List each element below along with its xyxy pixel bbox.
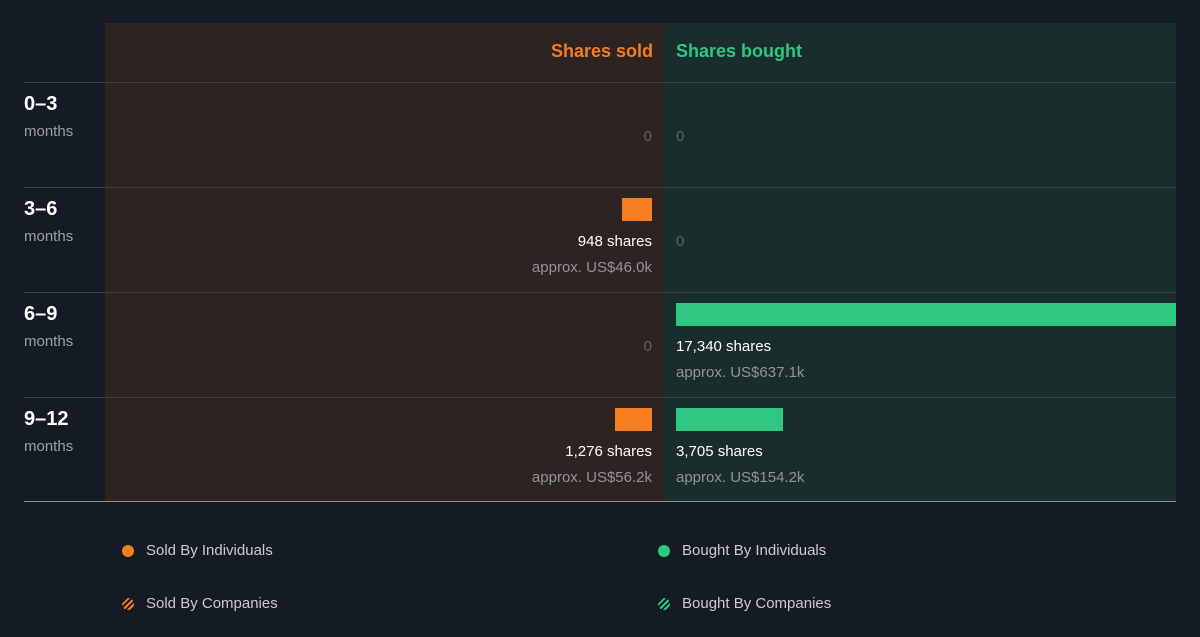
bought-zero-label: 0 <box>676 233 685 250</box>
period-unit: months <box>24 228 74 245</box>
shares-bought-header: Shares bought <box>676 41 803 61</box>
period-unit: months <box>24 333 74 350</box>
bought-zero-label: 0 <box>676 128 685 145</box>
row-separator <box>24 397 1176 398</box>
period-range: 9–12 <box>24 408 69 430</box>
legend-sold-individuals[interactable]: Sold By Individuals <box>122 542 273 560</box>
period-range: 3–6 <box>24 198 58 220</box>
legend-label: Bought By Individuals <box>682 542 827 559</box>
bought-value-label: approx. US$637.1k <box>676 364 805 381</box>
period-range: 6–9 <box>24 303 58 325</box>
legend-bought-individuals[interactable]: Bought By Individuals <box>658 542 826 560</box>
legend-label: Sold By Companies <box>146 595 278 612</box>
sold-bar[interactable] <box>615 408 652 431</box>
row-separator <box>24 292 1176 293</box>
green-dot-icon <box>658 545 670 557</box>
legend-bought-companies[interactable]: Bought By Companies <box>658 595 831 613</box>
bought-bar[interactable] <box>676 408 783 431</box>
legend-label: Bought By Companies <box>682 595 832 612</box>
shares-sold-panel <box>105 23 664 501</box>
orange-hatched-dot-icon <box>122 598 134 610</box>
sold-shares-label: 948 shares <box>577 233 652 250</box>
sold-value-label: approx. US$56.2k <box>531 469 652 486</box>
sold-bar[interactable] <box>622 198 652 221</box>
sold-zero-label: 0 <box>643 128 652 145</box>
sold-value-label: approx. US$46.0k <box>531 259 652 276</box>
period-range: 0–3 <box>24 93 58 115</box>
bought-value-label: approx. US$154.2k <box>676 469 805 486</box>
chart-baseline <box>24 501 1176 502</box>
bought-bar[interactable] <box>676 303 1176 326</box>
row-separator <box>24 82 1176 83</box>
bought-shares-label: 3,705 shares <box>676 443 763 460</box>
row-separator <box>24 187 1176 188</box>
sold-shares-label: 1,276 shares <box>565 443 652 460</box>
orange-dot-icon <box>122 545 134 557</box>
period-unit: months <box>24 123 74 140</box>
green-hatched-dot-icon <box>658 598 670 610</box>
period-label: 3–6 months <box>24 197 73 247</box>
shares-sold-header: Shares sold <box>550 41 653 61</box>
period-label: 6–9 months <box>24 302 73 352</box>
period-label: 9–12 months <box>24 407 73 457</box>
bought-shares-label: 17,340 shares <box>676 338 772 355</box>
period-label: 0–3 months <box>24 92 73 142</box>
sold-zero-label: 0 <box>643 338 652 355</box>
legend-sold-companies[interactable]: Sold By Companies <box>122 595 278 613</box>
period-unit: months <box>24 438 74 455</box>
legend-label: Sold By Individuals <box>146 542 273 559</box>
